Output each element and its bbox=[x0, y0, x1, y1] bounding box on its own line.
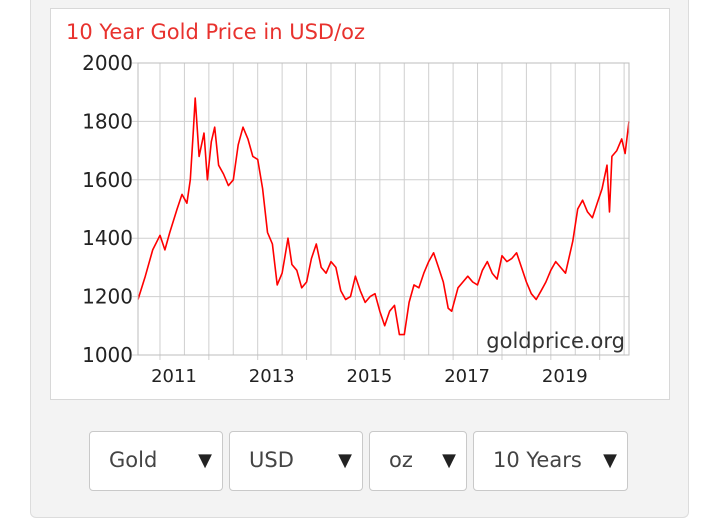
y-tick-label: 1400 bbox=[82, 226, 133, 250]
metal-select[interactable]: Gold ▼ bbox=[89, 431, 223, 491]
y-tick-label: 2000 bbox=[82, 51, 133, 75]
currency-select-value: USD bbox=[249, 448, 294, 472]
chevron-down-icon: ▼ bbox=[442, 450, 456, 471]
x-tick-label: 2019 bbox=[542, 366, 588, 387]
y-tick-label: 1000 bbox=[82, 343, 133, 367]
period-select-value: 10 Years bbox=[493, 448, 582, 472]
y-tick-label: 1200 bbox=[82, 285, 133, 309]
chart-panel: 10 Year Gold Price in USD/oz goldprice.o… bbox=[50, 8, 670, 400]
x-axis-ticks: 2011 2013 2015 2017 2019 bbox=[151, 366, 588, 387]
chevron-down-icon: ▼ bbox=[198, 450, 212, 471]
y-axis-ticks: 1000 1200 1400 1600 1800 2000 bbox=[82, 51, 133, 367]
chevron-down-icon: ▼ bbox=[603, 450, 617, 471]
unit-select[interactable]: oz ▼ bbox=[369, 431, 467, 491]
x-tick-label: 2011 bbox=[151, 366, 197, 387]
gold-price-chart: 10 Year Gold Price in USD/oz goldprice.o… bbox=[66, 20, 630, 387]
x-tick-label: 2017 bbox=[444, 366, 490, 387]
x-tick-label: 2015 bbox=[347, 366, 393, 387]
unit-select-value: oz bbox=[389, 448, 413, 472]
metal-select-value: Gold bbox=[109, 448, 158, 472]
period-select[interactable]: 10 Years ▼ bbox=[473, 431, 628, 491]
chevron-down-icon: ▼ bbox=[338, 450, 352, 471]
plot-frame bbox=[137, 62, 630, 356]
chart-title: 10 Year Gold Price in USD/oz bbox=[66, 20, 365, 44]
gold-price-widget: 10 Year Gold Price in USD/oz goldprice.o… bbox=[30, 0, 689, 518]
y-tick-label: 1800 bbox=[82, 109, 133, 133]
y-tick-label: 1600 bbox=[82, 168, 133, 192]
watermark: goldprice.org bbox=[486, 329, 625, 353]
x-tick-label: 2013 bbox=[249, 366, 295, 387]
currency-select[interactable]: USD ▼ bbox=[229, 431, 363, 491]
chart-controls: Gold ▼ USD ▼ oz ▼ 10 Years ▼ bbox=[89, 431, 649, 491]
price-line bbox=[137, 97, 630, 336]
